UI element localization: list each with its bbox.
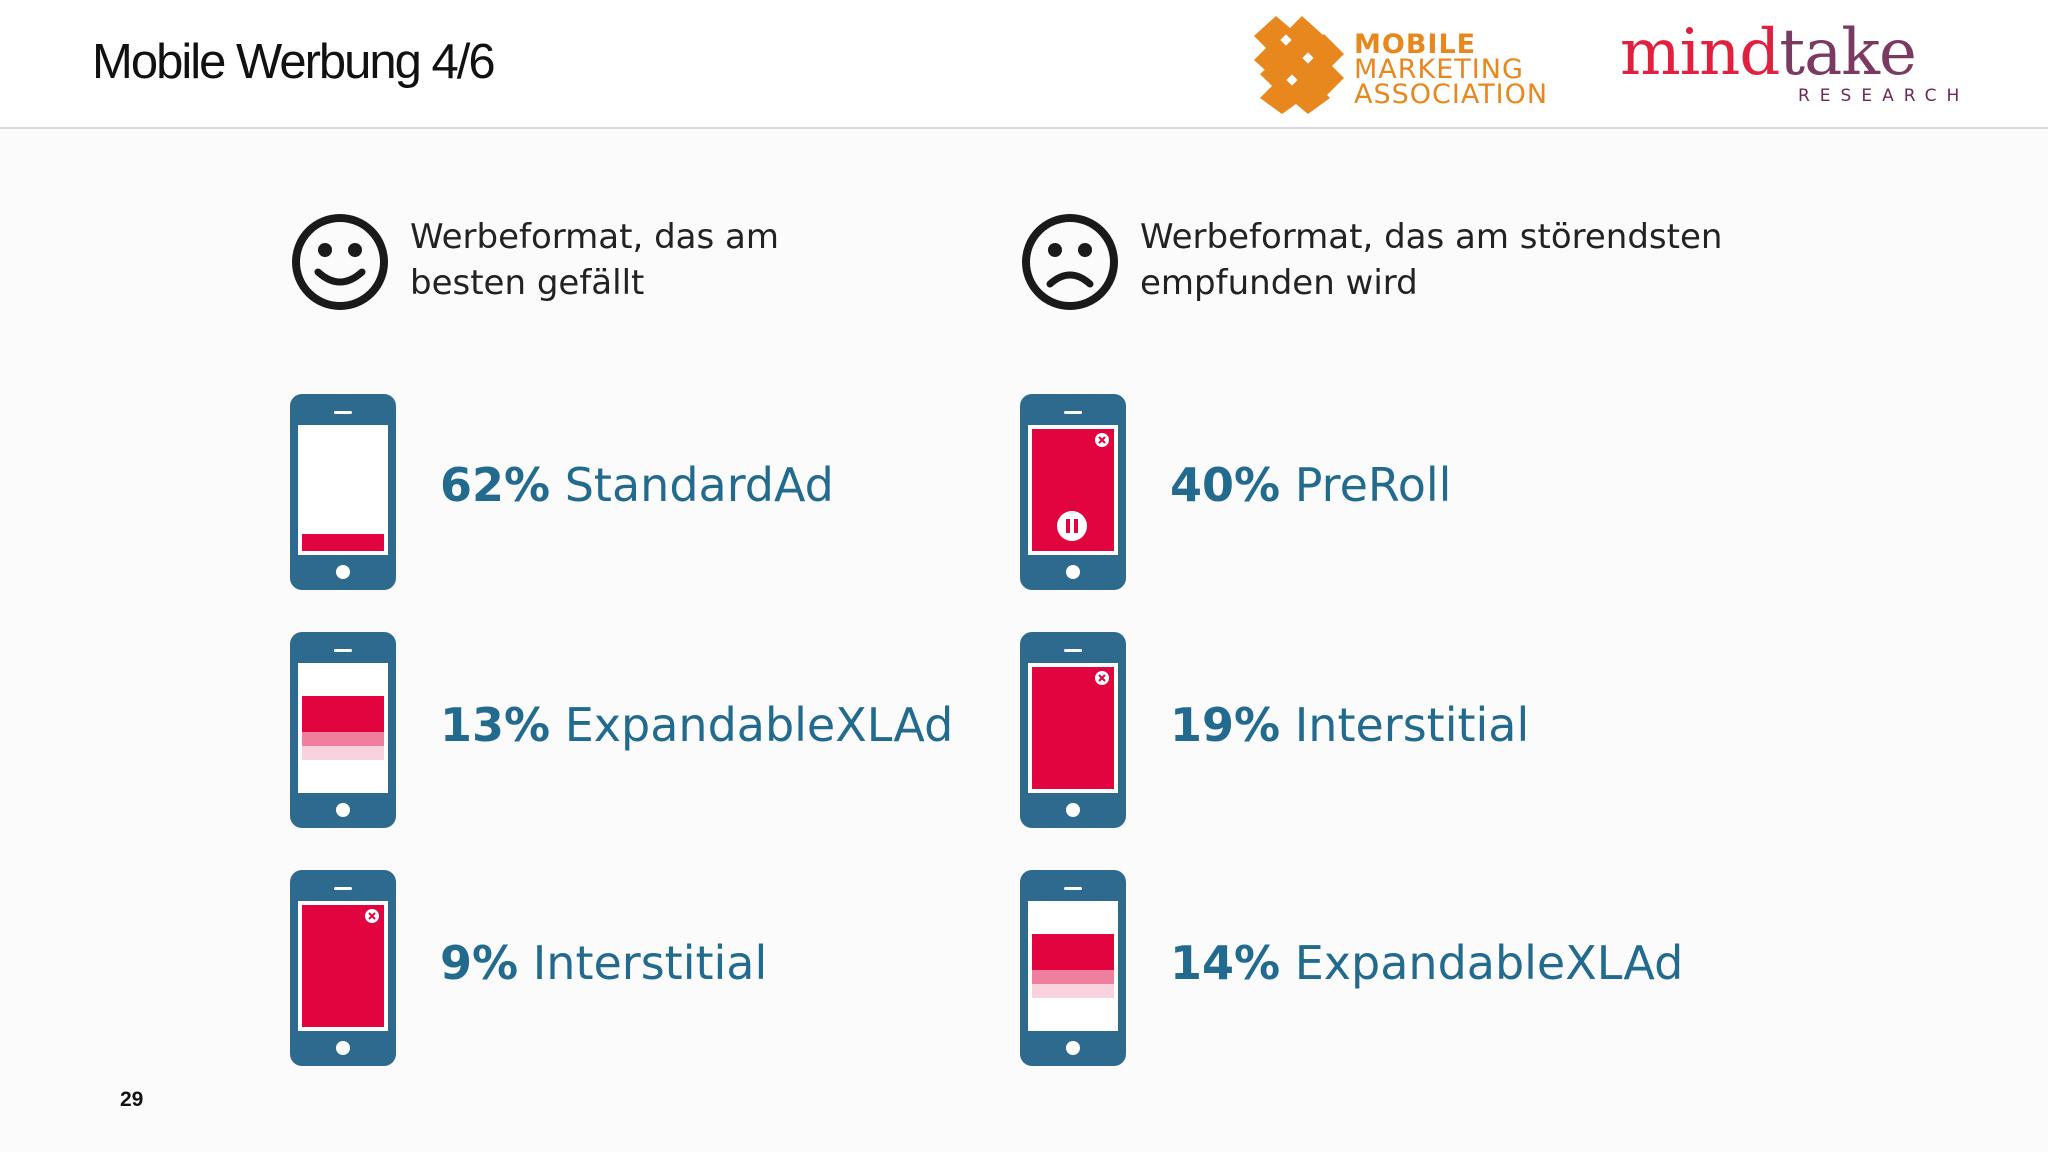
frowny-icon <box>1022 214 1118 310</box>
smiley-icon <box>292 214 388 310</box>
interstitial-phone-icon <box>290 870 396 1066</box>
item-percentage: 19% <box>1170 698 1281 752</box>
slide-title: Mobile Werbung 4/6 <box>92 35 496 89</box>
interstitial-phone-icon <box>1020 632 1126 828</box>
item-label: ExpandableXLAd <box>1294 936 1684 990</box>
item-annoying-3: 14% ExpandableXLAd <box>1170 936 1683 990</box>
item-best-1: 62% StandardAd <box>440 458 834 512</box>
preroll-phone-icon <box>1020 394 1126 590</box>
expandable-ad-phone-icon <box>290 632 396 828</box>
item-label: Interstitial <box>532 936 768 990</box>
mindtake-word-a: mind <box>1620 16 1780 90</box>
mma-line1: MOBILE <box>1354 29 1477 60</box>
item-annoying-1: 40% PreRoll <box>1170 458 1451 512</box>
item-label: ExpandableXLAd <box>564 698 954 752</box>
item-label: Interstitial <box>1294 698 1530 752</box>
mma-line3: ASSOCIATION <box>1354 79 1549 110</box>
mma-line2: MARKETING <box>1354 54 1524 85</box>
item-percentage: 62% <box>440 458 551 512</box>
item-percentage: 40% <box>1170 458 1281 512</box>
item-percentage: 9% <box>440 936 519 990</box>
mindtake-word-b: take <box>1779 16 1917 90</box>
heading-line: besten gefällt <box>410 263 645 303</box>
mindtake-logo: mindtake RESEARCH <box>1618 14 2018 114</box>
column-heading-annoying: Werbeformat, das am störendsten empfunde… <box>1140 214 1722 306</box>
mma-wordmark: MOBILE MARKETING ASSOCIATION <box>1354 29 1549 110</box>
standard-ad-phone-icon <box>290 394 396 590</box>
header-divider <box>0 127 2048 129</box>
heading-line: Werbeformat, das am <box>410 217 779 257</box>
heading-line: Werbeformat, das am störendsten <box>1140 217 1723 257</box>
mindtake-subline: RESEARCH <box>1798 86 1970 106</box>
item-percentage: 14% <box>1170 936 1281 990</box>
page-number: 29 <box>120 1088 144 1111</box>
item-best-3: 9% Interstitial <box>440 936 767 990</box>
expandable-ad-phone-icon <box>1020 870 1126 1066</box>
mindtake-wordmark: mindtake <box>1620 16 1917 90</box>
item-percentage: 13% <box>440 698 551 752</box>
item-annoying-2: 19% Interstitial <box>1170 698 1529 752</box>
item-label: StandardAd <box>564 458 834 512</box>
item-best-2: 13% ExpandableXLAd <box>440 698 953 752</box>
column-heading-best: Werbeformat, das am besten gefällt <box>410 214 779 306</box>
heading-line: empfunden wird <box>1140 263 1418 303</box>
mma-logo: MOBILE MARKETING ASSOCIATION <box>1246 14 1576 114</box>
mma-mark-icon <box>1254 16 1344 114</box>
item-label: PreRoll <box>1294 458 1452 512</box>
